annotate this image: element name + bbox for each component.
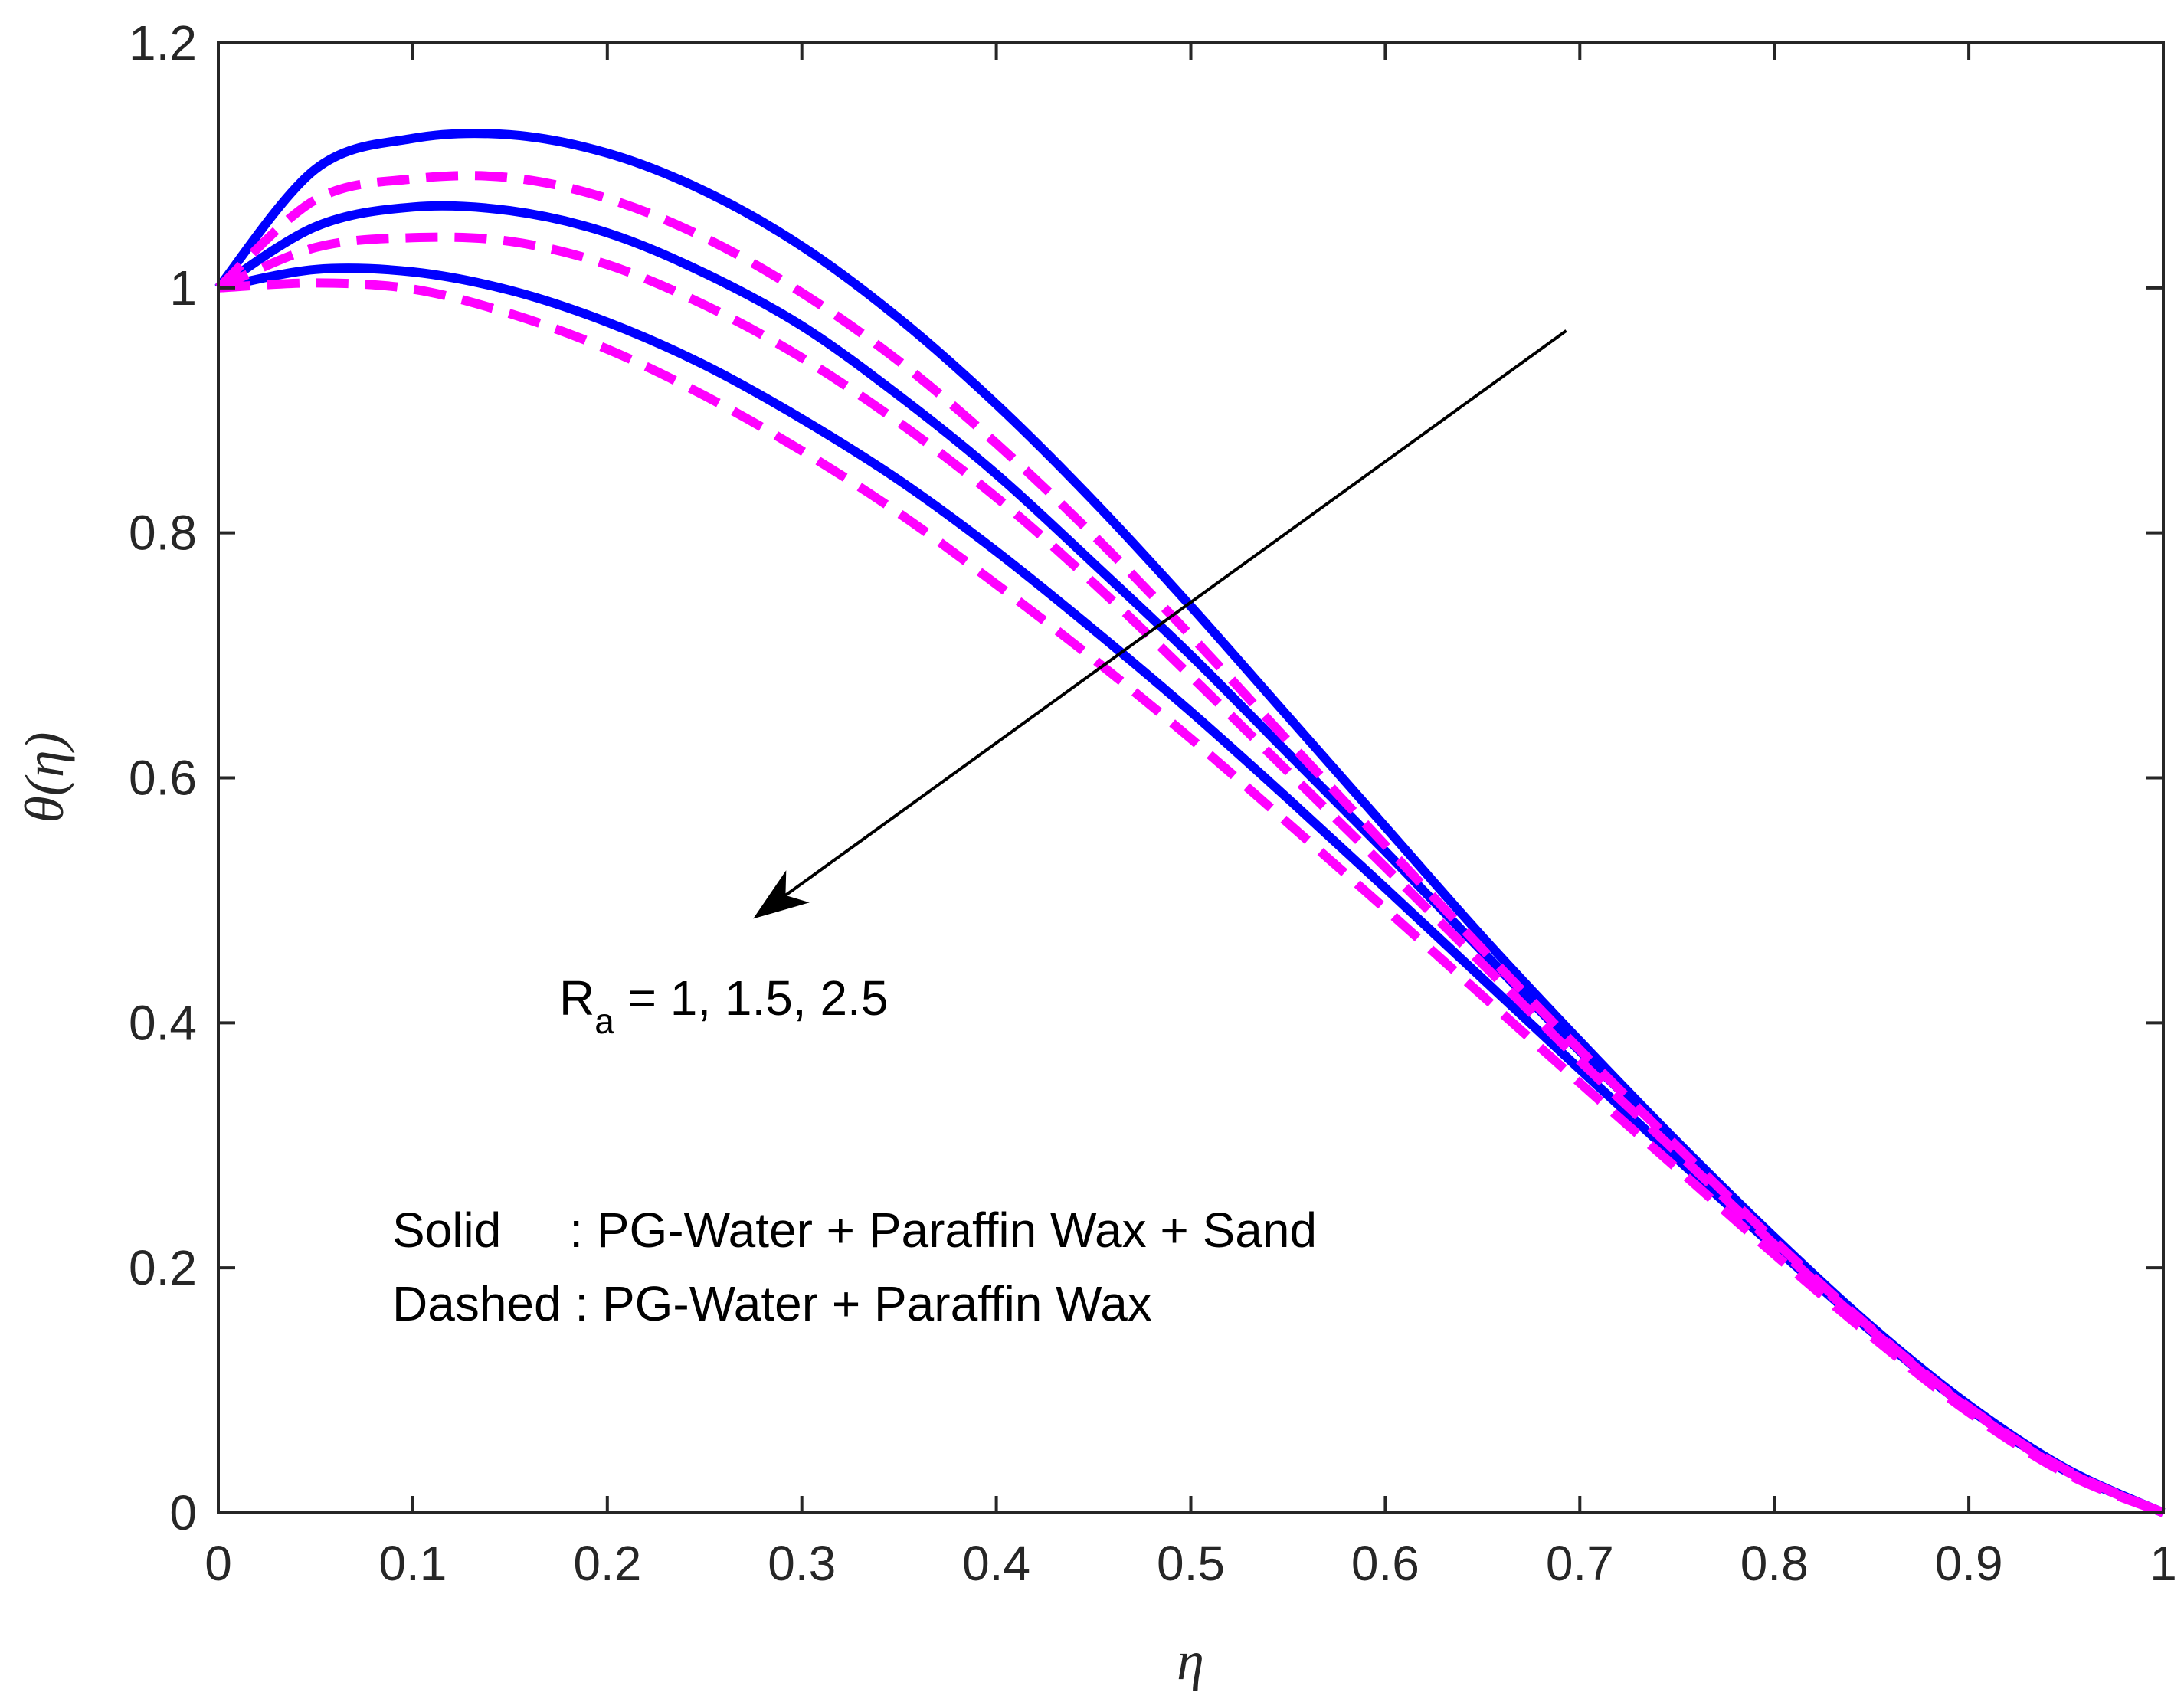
arrow-label-subscript: a xyxy=(594,1001,614,1041)
x-tick-label: 0.4 xyxy=(962,1536,1030,1591)
x-axis-title: η xyxy=(1177,1630,1204,1691)
dashed-series-line-2 xyxy=(216,232,2166,1517)
x-tick-label: 0.9 xyxy=(1935,1536,2003,1591)
arrow-layer xyxy=(753,329,1567,919)
x-tick-label: 0.7 xyxy=(1546,1536,1614,1591)
dashed-series-line-3 xyxy=(218,278,2166,1517)
y-tick-label: 1 xyxy=(169,260,197,316)
x-tick-label: 0.6 xyxy=(1351,1536,1419,1591)
x-tick-label: 0 xyxy=(205,1536,232,1591)
arrow-shaft xyxy=(784,329,1567,897)
y-tick-label: 1.2 xyxy=(129,15,197,70)
y-tick-label: 0.8 xyxy=(129,506,197,561)
arrow-head xyxy=(753,870,810,919)
x-tick-label: 0.3 xyxy=(768,1536,836,1591)
arrow-label: Ra = 1, 1.5, 2.5 xyxy=(559,970,888,1041)
legend-solid-text: Solid : PG-Water + Paraffin Wax + Sand xyxy=(392,1203,1317,1258)
x-tick-label: 0.2 xyxy=(573,1536,641,1591)
x-tick-label: 0.5 xyxy=(1157,1536,1225,1591)
arrow-label-values: = 1, 1.5, 2.5 xyxy=(614,970,889,1026)
y-tick-label: 0.4 xyxy=(129,995,197,1050)
y-tick-label: 0.2 xyxy=(129,1240,197,1295)
legend-dashed-text: Dashed : PG-Water + Paraffin Wax xyxy=(392,1276,1152,1331)
series-layer xyxy=(214,129,2166,1517)
x-tick-label: 1 xyxy=(2150,1536,2177,1591)
y-tick-label: 0 xyxy=(169,1485,197,1540)
y-axis-title: θ(η) xyxy=(14,732,75,823)
arrow-label-base: R xyxy=(559,970,594,1026)
tick-layer: 0 0.1 0.2 0.3 0.4 0.5 0.6 0.7 0.8 0.9 1 0 0.2 0.4 0.6 0… xyxy=(129,15,2177,1591)
x-tick-label: 0.1 xyxy=(378,1536,447,1591)
x-tick-label: 0.8 xyxy=(1740,1536,1809,1591)
y-tick-label: 0.6 xyxy=(129,751,197,806)
